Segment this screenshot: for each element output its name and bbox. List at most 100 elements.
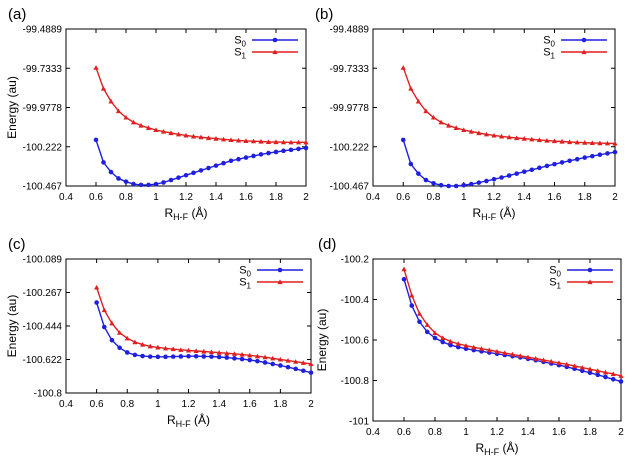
data-point-s1 xyxy=(280,139,287,145)
y-tick-label: -100.444 xyxy=(23,322,63,333)
x-tick-label: 1.6 xyxy=(239,192,253,203)
legend-marker-s1 xyxy=(587,279,593,285)
data-point-s0 xyxy=(499,175,504,180)
data-point-s1 xyxy=(612,140,618,146)
data-point-s0 xyxy=(153,181,159,187)
data-point-s1 xyxy=(145,125,152,130)
data-point-s1 xyxy=(432,330,438,335)
data-point-s1 xyxy=(185,347,192,353)
data-point-s0 xyxy=(124,350,130,355)
x-tick-label: 1.8 xyxy=(583,427,597,438)
data-point-s1 xyxy=(243,138,249,143)
data-point-s1 xyxy=(564,361,570,367)
x-tick-label: 1.6 xyxy=(548,192,562,203)
series-line-s0 xyxy=(402,139,616,187)
data-point-s0 xyxy=(567,158,572,164)
data-point-s0 xyxy=(239,356,245,362)
data-point-s1 xyxy=(115,108,122,114)
data-point-s1 xyxy=(400,65,406,70)
series-line-s0 xyxy=(95,302,312,374)
y-tick-label: -100.8 xyxy=(341,376,370,387)
data-point-s0 xyxy=(491,176,497,182)
legend-label-s0: S0 xyxy=(239,265,251,279)
data-point-s0 xyxy=(590,153,595,159)
data-point-s1 xyxy=(265,139,272,144)
x-tick-label: 0.6 xyxy=(89,192,103,203)
data-point-s0 xyxy=(579,368,585,374)
data-point-s1 xyxy=(220,136,227,142)
x-tick-label: 0.4 xyxy=(59,192,73,203)
y-tick-label: -100.222 xyxy=(330,142,370,153)
x-tick-label: 1.6 xyxy=(243,399,257,410)
legend-label-s1: S1 xyxy=(543,47,555,61)
data-point-s0 xyxy=(476,180,482,185)
data-point-s1 xyxy=(175,131,182,137)
data-point-s0 xyxy=(408,161,414,167)
data-point-s1 xyxy=(447,338,454,344)
data-point-s1 xyxy=(476,130,482,136)
chart-panel-d: (d) 0.4 0.6 0.8 1 1.2 1.4 1.6 1.8 2 -100.2 -100.4 -1… xyxy=(315,236,624,457)
data-point-s1 xyxy=(424,322,430,327)
data-point-s1 xyxy=(116,330,123,335)
data-point-s1 xyxy=(525,354,531,360)
x-tick-label: 1 xyxy=(463,427,469,438)
y-tick-label: -99.4889 xyxy=(23,25,63,36)
y-tick-label: -100.6 xyxy=(341,336,370,347)
data-point-s1 xyxy=(139,341,146,347)
data-point-s0 xyxy=(521,169,527,175)
data-point-s1 xyxy=(138,122,144,128)
data-point-s0 xyxy=(262,360,268,365)
y-tick-label: -99.7333 xyxy=(23,64,63,75)
data-point-s0 xyxy=(618,379,624,384)
data-point-s1 xyxy=(270,355,276,361)
data-point-s0 xyxy=(438,182,444,188)
panel-label: (b) xyxy=(315,6,333,23)
data-point-s0 xyxy=(101,324,107,330)
x-tick-label: 1.4 xyxy=(517,192,531,203)
data-point-s0 xyxy=(206,165,211,171)
data-point-s1 xyxy=(440,335,446,341)
data-point-s0 xyxy=(183,172,189,178)
y-tick-label: -100.222 xyxy=(23,142,63,153)
data-point-s1 xyxy=(409,292,415,298)
x-tick-label: 1 xyxy=(155,399,161,410)
data-point-s1 xyxy=(574,139,580,145)
chart-panel-a: (a) 0.4 0.6 0.8 1 1.2 1.4 1.6 1.8 2 -99.4889 -99.73… xyxy=(5,6,309,222)
data-point-s1 xyxy=(273,139,279,145)
data-point-s0 xyxy=(178,354,184,359)
data-point-s0 xyxy=(285,364,291,370)
data-point-s0 xyxy=(308,370,314,375)
data-point-s1 xyxy=(162,345,169,351)
x-tick-label: 2 xyxy=(618,427,624,438)
legend-label-s0: S0 xyxy=(543,35,555,49)
series-line-s1 xyxy=(403,268,622,377)
data-point-s1 xyxy=(190,133,197,139)
data-point-s0 xyxy=(193,353,199,359)
data-point-s1 xyxy=(224,350,230,356)
data-point-s0 xyxy=(303,145,309,151)
data-point-s1 xyxy=(160,128,167,134)
data-point-s1 xyxy=(483,131,490,137)
x-axis-label: RH-F (Å) xyxy=(472,205,515,222)
data-point-s1 xyxy=(205,135,212,141)
data-point-s1 xyxy=(597,140,603,146)
series-line-s0 xyxy=(403,279,622,383)
data-point-s0 xyxy=(101,160,106,165)
x-tick-label: 1.2 xyxy=(490,427,504,438)
data-point-s1 xyxy=(471,344,477,350)
data-point-s0 xyxy=(161,180,166,185)
data-point-s0 xyxy=(484,178,489,184)
x-tick-label: 0.4 xyxy=(366,427,380,438)
data-point-s0 xyxy=(216,354,222,360)
x-tick-label: 0.6 xyxy=(90,399,104,410)
x-tick-label: 1.4 xyxy=(521,427,535,438)
data-point-s1 xyxy=(295,139,302,145)
series-line-s1 xyxy=(402,67,616,145)
y-tick-label: -99.4889 xyxy=(330,25,370,36)
y-tick-label: -100.8 xyxy=(34,389,63,400)
data-point-s0 xyxy=(424,329,430,335)
data-point-s1 xyxy=(254,353,261,359)
data-point-s1 xyxy=(453,125,459,130)
data-point-s0 xyxy=(453,183,459,189)
